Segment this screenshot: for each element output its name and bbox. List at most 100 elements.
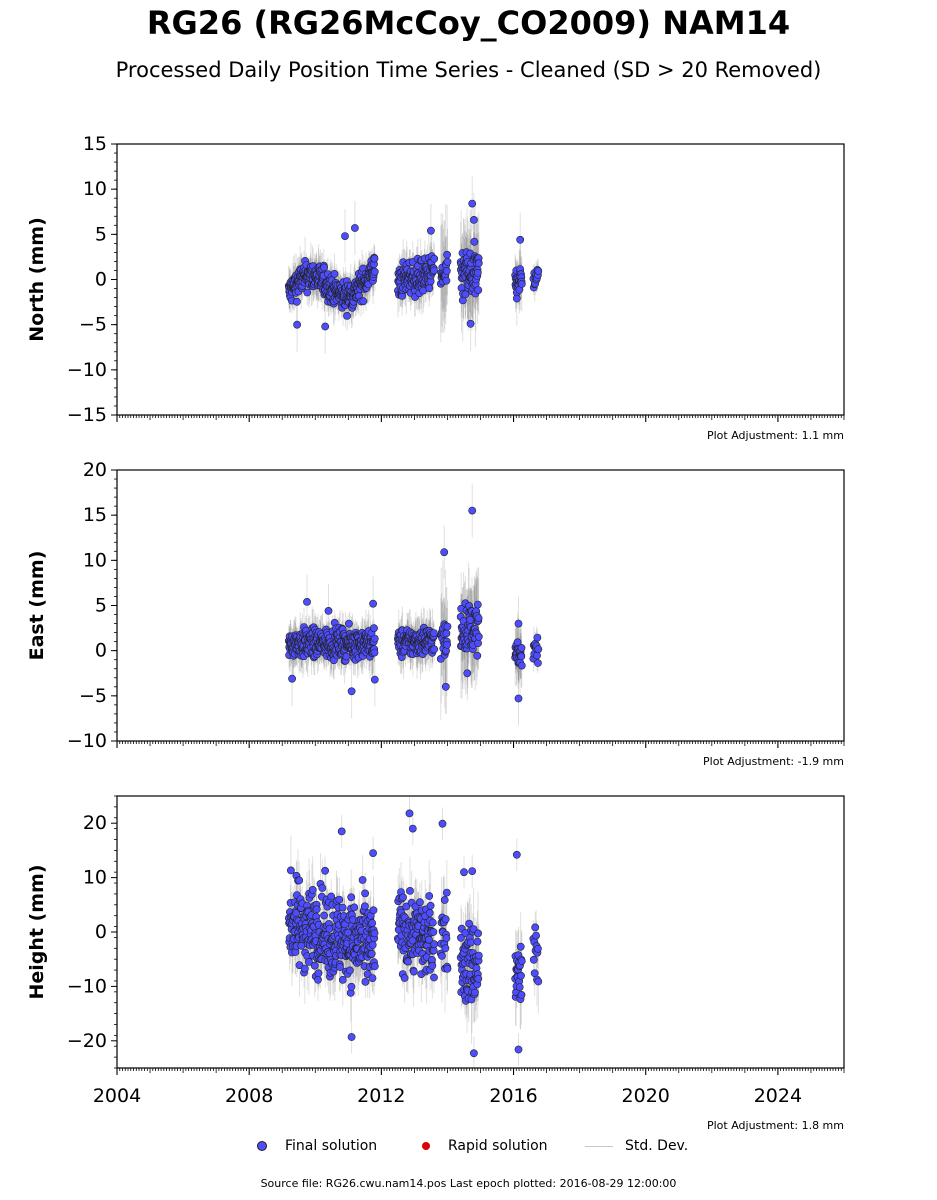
std-dev-bars [288,483,539,726]
final-solution-point [443,622,452,631]
final-solution-point [400,974,409,982]
final-solution-point [369,599,377,608]
final-solution-point [330,269,339,278]
final-solution-point [300,964,309,973]
final-solution-point [358,876,367,884]
final-solution-point [361,978,370,986]
final-solution-point [460,868,468,877]
final-solution-point [534,944,542,953]
solution-points [284,199,543,331]
final-solution-point [360,902,369,911]
final-solution-point [474,614,483,622]
y-tick-label: −5 [79,685,107,707]
final-solution-point [474,632,483,641]
legend-stddev: Std. Dev. [585,1138,688,1154]
final-solution-point [343,311,351,320]
x-tick-label: 2024 [754,1085,802,1107]
y-tick-label: 15 [83,133,107,155]
x-tick-label: 2008 [225,1085,273,1107]
y-tick-label: 15 [83,504,107,526]
final-solution-point [440,896,449,904]
final-solution-point [399,893,407,902]
final-solution-point [428,918,437,927]
final-solution-point [517,957,526,965]
final-solution-point [370,962,379,971]
final-solution-point [468,199,477,208]
final-solution-point [473,600,482,609]
final-solution-point [347,687,356,696]
final-solution-point [359,297,368,306]
final-solution-point [430,940,439,949]
height-plot-adjustment: Plot Adjustment: 1.8 mm [706,1119,844,1132]
y-tick-label: 5 [95,595,107,617]
final-solution-point [430,645,439,654]
final-solution-point [318,884,327,892]
final-solution-point [408,824,417,833]
final-solution-point [367,949,376,958]
final-solution-point [320,911,328,920]
final-solution-point [308,886,317,894]
final-solution-point [456,933,465,942]
final-solution-point [347,893,356,902]
final-solution-point [514,619,523,628]
final-solution-point [534,977,543,986]
final-solution-point [533,651,541,660]
final-solution-point [473,937,482,946]
panel-east: −10 −5 0 5 10 15 20 East (mm) [26,459,845,752]
y-tick-label: 10 [83,178,107,200]
final-solution-point [442,266,451,275]
y-tick-label: 20 [83,812,107,834]
final-solution-point [404,957,412,966]
final-solution-point [368,941,377,949]
legend-rapid: Rapid solution [422,1138,548,1154]
y-axis-label: East (mm) [26,551,48,661]
final-solution-point [341,232,349,240]
final-solution-point [347,982,356,991]
final-solution-point [468,867,477,875]
final-solution-point [442,276,451,285]
y-tick-label: 0 [95,640,107,662]
final-solution-point [517,971,525,980]
final-solution-point [350,224,359,232]
north-plot-adjustment: Plot Adjustment: 1.1 mm [706,429,844,442]
final-solution-point [429,928,438,936]
final-solution-point [534,266,543,275]
final-solution-point [517,280,526,288]
final-solution-point [426,901,435,910]
final-solution-point [466,319,475,328]
final-solution-point [344,619,353,628]
final-solution-point [474,951,483,960]
final-solution-point [514,1045,523,1054]
final-solution-point [350,903,359,912]
final-solution-point [515,983,524,991]
final-solution-point [474,286,483,294]
final-solution-point [370,624,378,633]
final-solution-point [430,254,439,263]
final-solution-point [324,607,333,615]
final-solution-point [304,958,313,966]
final-solution-point [370,675,379,684]
east-plot-adjustment: Plot Adjustment: -1.9 mm [703,755,844,768]
final-solution-point [370,634,379,643]
y-tick-label: 10 [83,867,107,889]
final-solution-point [314,975,322,984]
final-solution-point [474,929,482,938]
final-solution-point [517,661,526,670]
final-solution-point [461,290,470,299]
x-tick-label: 2020 [622,1085,670,1107]
plot-frame [116,143,845,416]
final-solution-point [534,645,543,654]
final-solution-point [327,892,336,901]
legend-final: Final solution [257,1138,377,1154]
final-solution-point [370,267,379,276]
final-solution-point [470,237,479,246]
final-solution-point [405,809,414,818]
final-solution-point [368,974,377,982]
chart-subtitle: Processed Daily Position Time Series - C… [115,58,822,82]
y-tick-label: 0 [95,269,107,291]
y-axis-label: Height (mm) [26,864,48,999]
final-solution-point [437,952,446,960]
final-solution-point [517,991,526,999]
final-solution-point [516,942,525,951]
y-tick-label: 10 [83,549,107,571]
